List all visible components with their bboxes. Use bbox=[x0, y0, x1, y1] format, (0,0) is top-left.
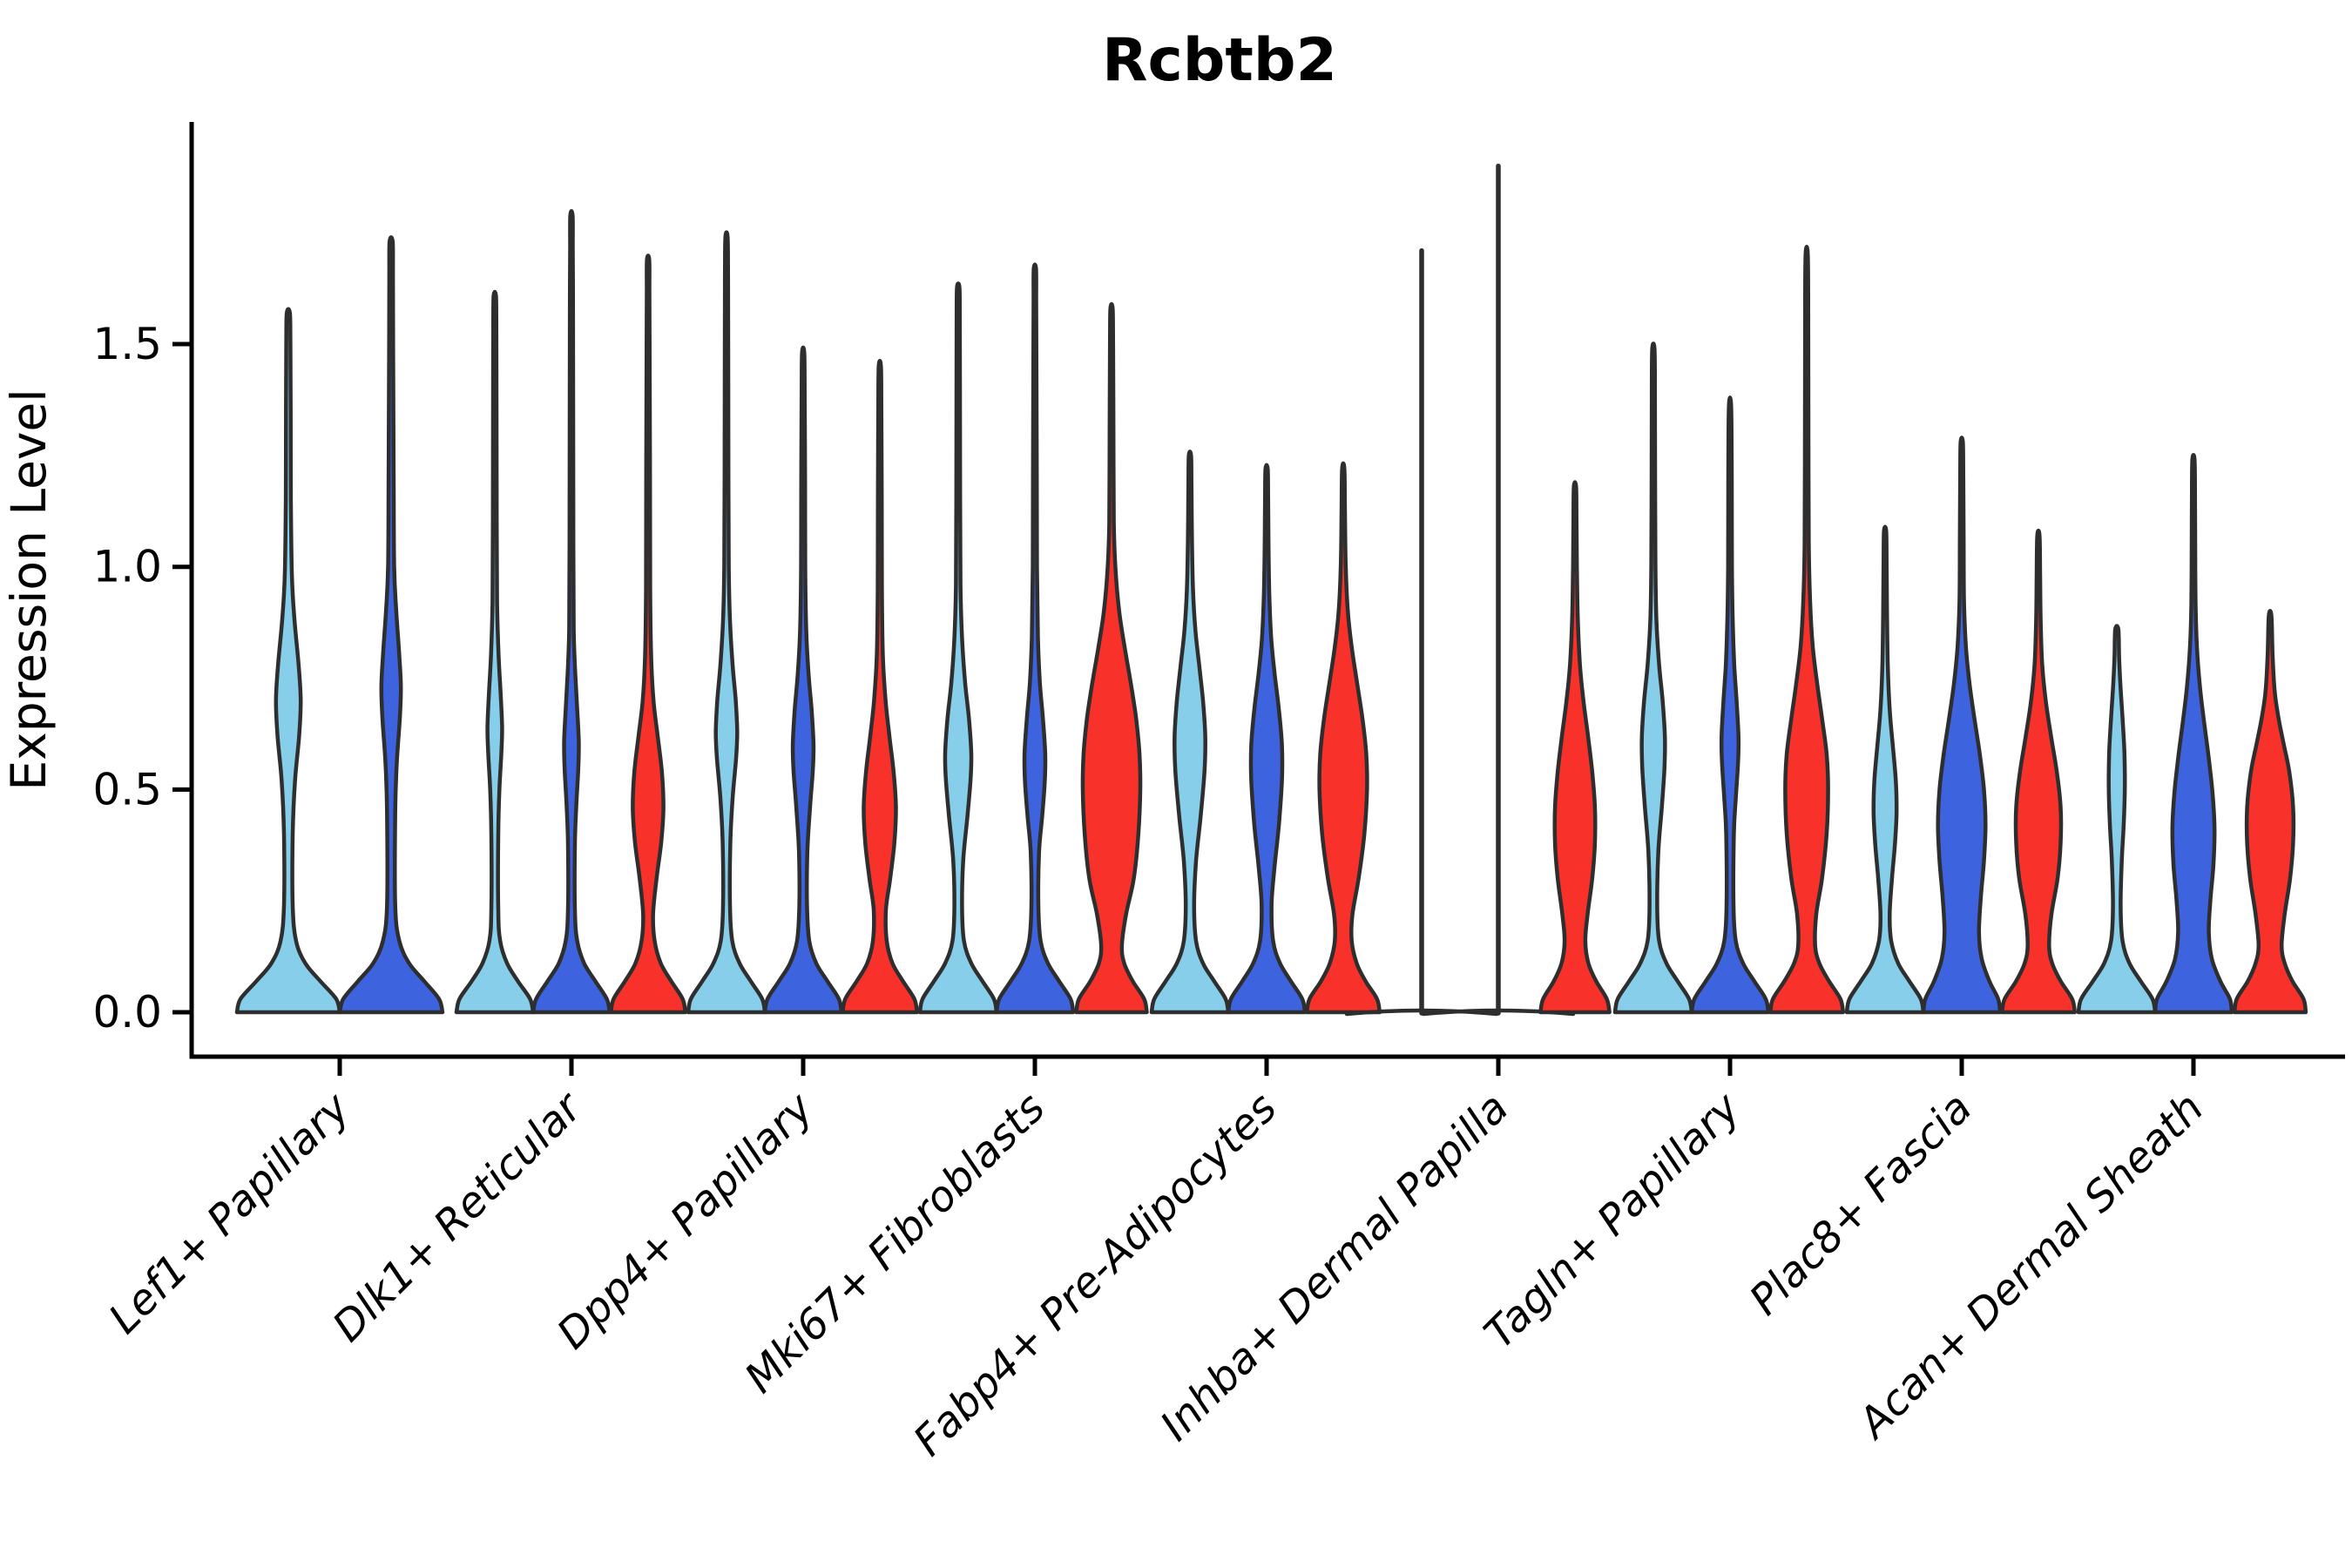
x-tick-label-dlk1-reticular: Dlk1+ Reticular bbox=[323, 1082, 593, 1352]
violin-fabp4-pre-adipocytes-skyblue bbox=[1149, 449, 1231, 1015]
y-tick-label-0.5: 0.5 bbox=[92, 764, 162, 814]
violin-inhba-dermal-papilla-red bbox=[1538, 480, 1612, 1015]
violin-plac8-fascia-red bbox=[1999, 528, 2078, 1015]
violin-tagln-papillary-royalblue bbox=[1689, 395, 1771, 1015]
violin-plac8-fascia-skyblue bbox=[1844, 524, 1926, 1015]
axes-spines bbox=[189, 122, 2345, 1059]
y-tick-label-1.0: 1.0 bbox=[92, 542, 162, 592]
violin-fabp4-pre-adipocytes-red bbox=[1304, 461, 1382, 1015]
violin-lef1-papillary-royalblue bbox=[337, 235, 445, 1015]
violin-mki67-fibroblasts-royalblue bbox=[994, 262, 1076, 1015]
x-tick-label-plac8-fascia: Plac8+ Fascia bbox=[1740, 1084, 1982, 1325]
violin-fabp4-pre-adipocytes-royalblue bbox=[1226, 463, 1308, 1015]
violin-dlk1-reticular-royalblue bbox=[531, 209, 612, 1015]
chart-title: Rcbtb2 bbox=[1102, 26, 1337, 95]
violin-dpp4-papillary-royalblue bbox=[762, 345, 844, 1015]
violin-acan-dermal-sheath-red bbox=[2232, 608, 2308, 1015]
y-tick-label-1.5: 1.5 bbox=[92, 319, 162, 369]
violin-plac8-fascia-royalblue bbox=[1921, 436, 2003, 1015]
violin-acan-dermal-sheath-skyblue bbox=[2076, 624, 2158, 1015]
violin-dlk1-reticular-red bbox=[609, 253, 687, 1015]
violin-tagln-papillary-skyblue bbox=[1612, 341, 1694, 1015]
violin-dpp4-papillary-skyblue bbox=[686, 230, 767, 1015]
x-tick-label-dpp4-papillary: Dpp4+ Papillary bbox=[548, 1083, 823, 1358]
y-axis-label: Expression Level bbox=[1, 389, 57, 790]
violin-mki67-fibroblasts-skyblue bbox=[917, 281, 999, 1015]
x-tick-label-tagln-papillary: Tagln+ Papillary bbox=[1475, 1083, 1750, 1358]
violin-dlk1-reticular-skyblue bbox=[454, 289, 536, 1015]
y-tick-label-0.0: 0.0 bbox=[92, 987, 162, 1037]
x-tick-label-lef1-papillary: Lef1+ Papillary bbox=[99, 1083, 360, 1343]
violin-acan-dermal-sheath-royalblue bbox=[2153, 452, 2234, 1015]
violin-tagln-papillary-red bbox=[1767, 244, 1846, 1015]
violin-mki67-fibroblasts-red bbox=[1074, 301, 1149, 1015]
violin-lef1-papillary-skyblue bbox=[234, 307, 342, 1015]
violin-dpp4-papillary-red bbox=[841, 358, 919, 1015]
